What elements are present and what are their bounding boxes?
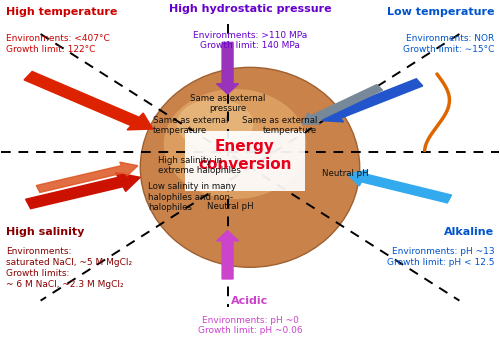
Text: Environments: NOR
Growth limit: ∼15°C: Environments: NOR Growth limit: ∼15°C [403,34,494,54]
FancyArrow shape [216,42,238,94]
FancyArrow shape [24,71,153,130]
Text: Same as external
temperature: Same as external temperature [153,116,228,135]
Text: Energy
conversion: Energy conversion [198,139,292,172]
Ellipse shape [140,67,360,267]
Text: Low salinity in many
halophiles and non-
halophiles: Low salinity in many halophiles and non-… [148,182,236,212]
FancyArrow shape [347,170,452,203]
Text: Environments: pH ~13
Growth limit: pH < 12.5: Environments: pH ~13 Growth limit: pH < … [387,247,494,267]
FancyArrow shape [26,173,140,209]
FancyArrow shape [216,231,238,279]
Text: Environments:
saturated NaCl, ~5 M MgCl₂
Growth limits:
~ 6 M NaCl, ~2.3 M MgCl₂: Environments: saturated NaCl, ~5 M MgCl₂… [6,247,132,289]
Text: High hydrostatic pressure: High hydrostatic pressure [168,4,332,14]
FancyArrow shape [36,162,138,192]
Text: Alkaline: Alkaline [444,227,494,237]
Text: Same as external
temperature: Same as external temperature [242,116,318,135]
FancyBboxPatch shape [185,131,305,191]
Text: High temperature: High temperature [6,7,117,17]
Text: Acidic: Acidic [232,295,268,306]
Ellipse shape [176,99,254,149]
Text: Low temperature: Low temperature [387,7,494,17]
Ellipse shape [164,89,306,199]
Text: High salinity in
extreme halophiles: High salinity in extreme halophiles [158,156,240,175]
Text: Neutral pH: Neutral pH [206,202,254,211]
FancyArrow shape [302,85,382,124]
Text: High salinity: High salinity [6,227,84,237]
FancyArrow shape [322,79,422,122]
Text: Environments: >110 MPa
Growth limit: 140 MPa: Environments: >110 MPa Growth limit: 140… [193,31,307,50]
Text: Same as external
pressure: Same as external pressure [190,94,265,114]
Text: Environments: pH ~0
Growth limit: pH ~0.06: Environments: pH ~0 Growth limit: pH ~0.… [198,316,302,335]
Text: Neutral pH: Neutral pH [322,169,369,178]
Text: Environments: <407°C
Growth limit: 122°C: Environments: <407°C Growth limit: 122°C [6,34,110,54]
